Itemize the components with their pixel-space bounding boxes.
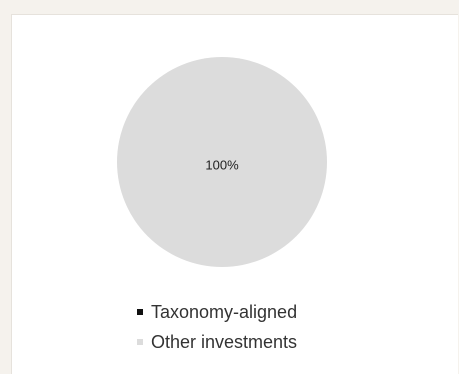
- chart-panel: 100% Taxonomy-aligned Other investments: [11, 14, 458, 374]
- legend-swatch-taxonomy-aligned: [137, 309, 143, 315]
- legend-swatch-other-investments: [137, 339, 143, 345]
- legend-item-other-investments[interactable]: Other investments: [137, 330, 297, 354]
- legend-item-taxonomy-aligned[interactable]: Taxonomy-aligned: [137, 300, 297, 324]
- pie-chart: 100%: [12, 15, 459, 295]
- legend-label: Taxonomy-aligned: [151, 302, 297, 323]
- legend-label: Other investments: [151, 332, 297, 353]
- chart-legend: Taxonomy-aligned Other investments: [137, 300, 297, 360]
- pie-data-label: 100%: [205, 157, 239, 172]
